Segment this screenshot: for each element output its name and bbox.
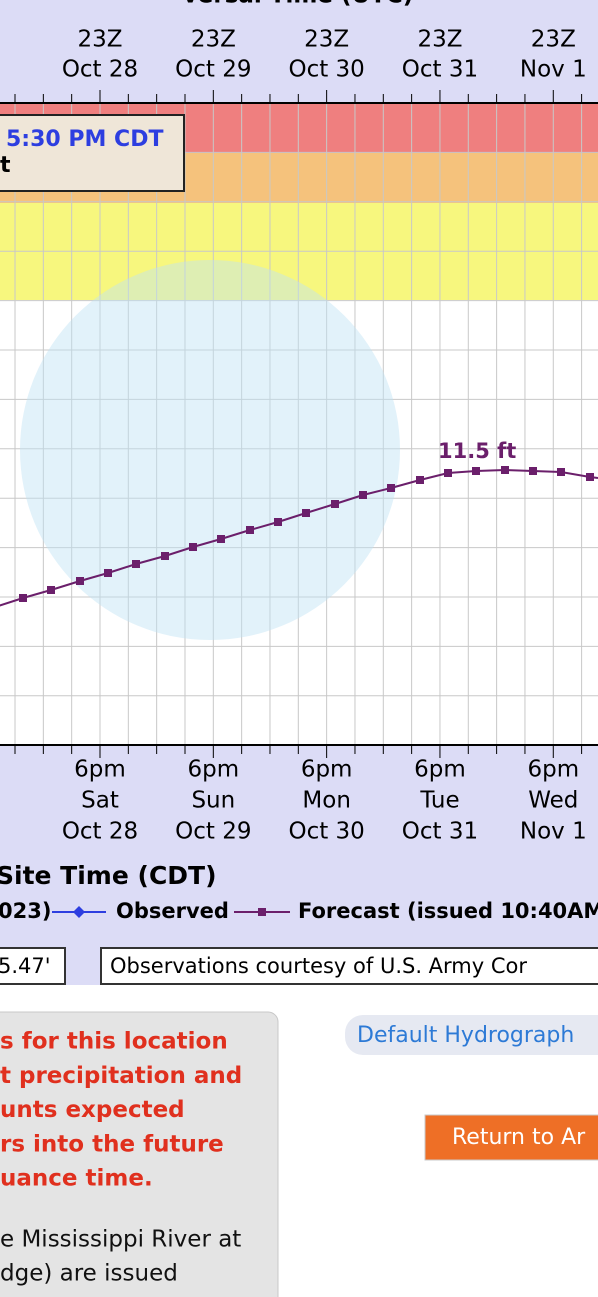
popup [0, 114, 185, 192]
top-tick-label: 23Z [191, 27, 236, 53]
footer-right: Observations courtesy of U.S. Army Cor [110, 954, 527, 978]
peak-label: 11.5 ft [438, 439, 516, 463]
top-tick-label: Oct 31 [402, 57, 478, 83]
notice-box [0, 1011, 279, 1297]
forecast-marker [557, 468, 565, 476]
top-axis-title: versal Time (UTC) [183, 0, 413, 9]
default-hydrograph-pill[interactable] [345, 1015, 598, 1055]
top-tick-label: 27 [0, 57, 1, 83]
warning-line: unts expected [0, 1097, 185, 1123]
legend-forecast-marker [258, 908, 266, 916]
popup-time: 5:30 PM CDT [6, 127, 163, 152]
bottom-tick-label: Nov 1 [520, 819, 587, 845]
forecast-marker [501, 466, 509, 474]
warning-line: rs into the future [0, 1131, 224, 1157]
forecast-marker [246, 526, 254, 534]
forecast-marker [47, 586, 55, 594]
forecast-marker [586, 473, 594, 481]
bottom-tick-label: Oct 30 [288, 819, 364, 845]
warning-line: uance time. [0, 1166, 153, 1192]
legend-prefix: 023) [0, 899, 51, 923]
forecast-marker [331, 500, 339, 508]
forecast-marker [472, 467, 480, 475]
top-tick-label: Oct 28 [62, 57, 138, 83]
forecast-marker [416, 476, 424, 484]
forecast-marker [302, 509, 310, 517]
bottom-tick-label: Sun [191, 788, 235, 814]
footer-left: 5.47' [0, 954, 51, 978]
bottom-tick-label: 6pm [414, 757, 466, 783]
bottom-tick-label: Oct 29 [175, 819, 251, 845]
top-tick-label: Oct 29 [175, 57, 251, 83]
bottom-tick-label: 6pm [74, 757, 126, 783]
warning-line: s for this location [0, 1029, 228, 1055]
bottom-axis-title: Site Time (CDT) [0, 861, 217, 890]
popup-text: t [0, 153, 11, 178]
footer-right-box [100, 947, 598, 985]
forecast-marker [161, 552, 169, 560]
forecast-marker [104, 569, 112, 577]
return-button[interactable] [424, 1114, 598, 1161]
bottom-tick-label: 6pm [527, 757, 579, 783]
bottom-tick-label: 6pm [301, 757, 353, 783]
default-hydrograph-link[interactable]: Default Hydrograph [357, 1023, 574, 1048]
bottom-tick-label: Mon [302, 788, 351, 814]
top-tick-label: 23Z [77, 27, 122, 53]
legend-observed-marker [73, 906, 85, 918]
legend-observed: Observed [116, 899, 229, 923]
forecast-marker [359, 491, 367, 499]
forecast-marker [76, 577, 84, 585]
bottom-tick-label: Oct 31 [402, 819, 478, 845]
legend-forecast: Forecast (issued 10:40AM [298, 899, 598, 923]
forecast-markers [19, 466, 594, 602]
forecast-marker [274, 518, 282, 526]
footer-left-box [0, 947, 66, 985]
top-tick-label: Nov 1 [520, 57, 587, 83]
watermark [20, 260, 400, 640]
bottom-tick-label: Tue [419, 788, 459, 814]
forecast-marker [189, 543, 197, 551]
bottom-tick-label: 27 [0, 819, 1, 845]
top-tick-label: 23Z [304, 27, 349, 53]
forecast-marker [19, 594, 27, 602]
warning-line: t precipitation and [0, 1063, 242, 1089]
forecast-marker [132, 560, 140, 568]
forecast-marker [444, 469, 452, 477]
return-link[interactable]: Return to Ar [452, 1125, 586, 1150]
bottom-tick-label: Oct 28 [62, 819, 138, 845]
grid [0, 102, 598, 745]
top-tick-label: Oct 30 [288, 57, 364, 83]
bottom-tick-label: 6pm [188, 757, 240, 783]
top-tick-label: 23Z [417, 27, 462, 53]
forecast-marker [387, 484, 395, 492]
body-line: e Mississippi River at [0, 1227, 241, 1253]
body-line: dge) are issued [0, 1261, 178, 1287]
bottom-tick-label: Sat [81, 788, 119, 814]
forecast-marker [217, 535, 225, 543]
top-tick-label: 23Z [531, 27, 576, 53]
notice: s for this location t precipitation and un… [0, 1029, 242, 1287]
forecast-marker [529, 467, 537, 475]
bottom-tick-label: Wed [528, 788, 578, 814]
